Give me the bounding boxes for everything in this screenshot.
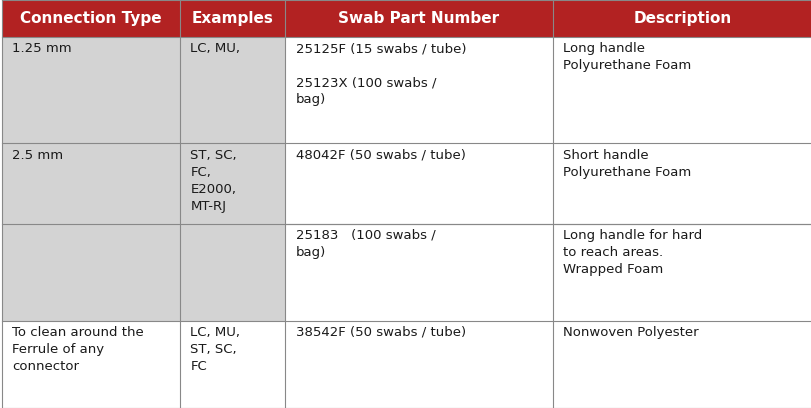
Text: Nonwoven Polyester: Nonwoven Polyester	[563, 326, 698, 339]
Bar	[2, 144, 285, 224]
Text: 25125F (15 swabs / tube)

25123X (100 swabs /
bag): 25125F (15 swabs / tube) 25123X (100 swa…	[295, 42, 466, 106]
Text: Connection Type: Connection Type	[20, 11, 161, 26]
Bar	[285, 224, 811, 321]
Bar	[285, 144, 811, 224]
Text: Short handle
Polyurethane Foam: Short handle Polyurethane Foam	[563, 149, 691, 179]
Text: LC, MU,
ST, SC,
FC: LC, MU, ST, SC, FC	[191, 326, 240, 373]
Text: To clean around the
Ferrule of any
connector: To clean around the Ferrule of any conne…	[12, 326, 144, 373]
Bar	[2, 0, 180, 37]
Text: 2.5 mm: 2.5 mm	[12, 149, 63, 162]
Text: LC, MU,: LC, MU,	[191, 42, 240, 55]
Bar	[552, 0, 811, 37]
Bar	[180, 0, 285, 37]
Text: Swab Part Number: Swab Part Number	[338, 11, 499, 26]
Text: 48042F (50 swabs / tube): 48042F (50 swabs / tube)	[295, 149, 465, 162]
Text: 1.25 mm: 1.25 mm	[12, 42, 71, 55]
Text: Long handle
Polyurethane Foam: Long handle Polyurethane Foam	[563, 42, 691, 72]
Text: 25183   (100 swabs /
bag): 25183 (100 swabs / bag)	[295, 229, 435, 259]
Bar	[285, 37, 811, 144]
Bar	[2, 321, 285, 408]
Bar	[2, 37, 285, 144]
Text: ST, SC,
FC,
E2000,
MT-RJ: ST, SC, FC, E2000, MT-RJ	[191, 149, 237, 213]
Bar	[285, 0, 552, 37]
Bar	[2, 224, 285, 321]
Text: 38542F (50 swabs / tube): 38542F (50 swabs / tube)	[295, 326, 466, 339]
Text: Examples: Examples	[191, 11, 273, 26]
Text: Long handle for hard
to reach areas.
Wrapped Foam: Long handle for hard to reach areas. Wra…	[563, 229, 702, 276]
Text: Description: Description	[633, 11, 731, 26]
Bar	[285, 321, 811, 408]
